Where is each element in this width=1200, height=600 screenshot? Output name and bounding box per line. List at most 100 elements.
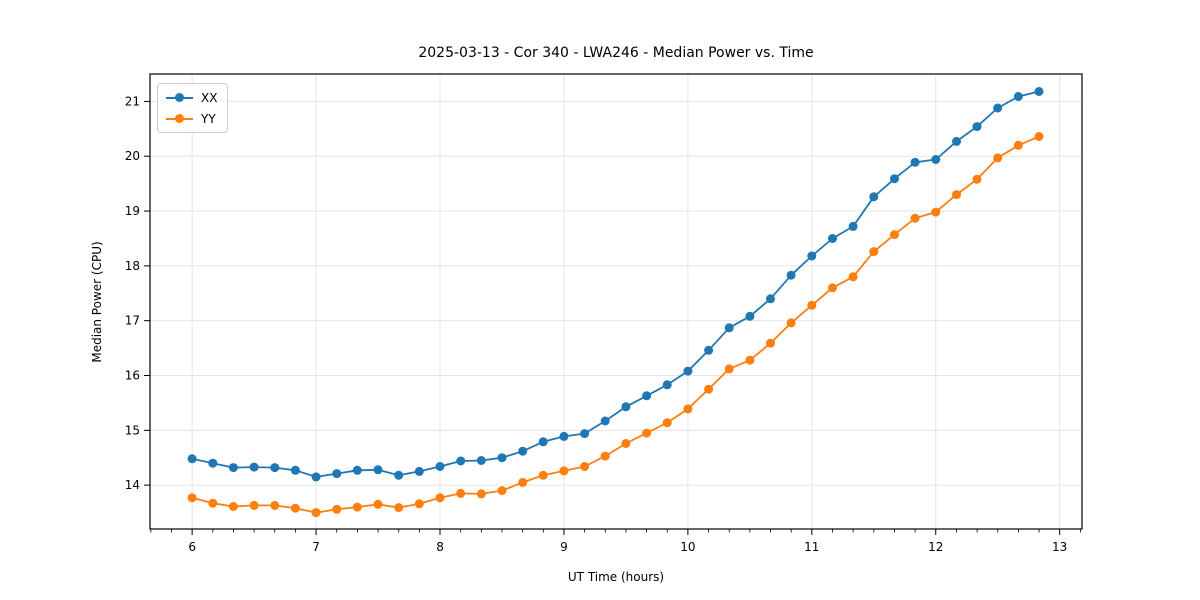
- legend-label-xx: XX: [201, 90, 218, 105]
- x-tick-label: 6: [188, 540, 196, 554]
- data-point-yy: [972, 174, 982, 184]
- legend-marker-yy-icon: [166, 114, 193, 123]
- series-line-yy: [191, 135, 1040, 514]
- data-point-xx: [704, 345, 714, 355]
- y-tick-label: 18: [125, 259, 140, 273]
- data-point-xx: [414, 466, 424, 476]
- data-point-xx: [1013, 92, 1023, 101]
- data-point-yy: [807, 300, 817, 310]
- data-point-xx: [786, 270, 796, 280]
- data-point-xx: [890, 174, 899, 184]
- data-point-yy: [621, 439, 631, 448]
- data-point-xx: [993, 103, 1003, 113]
- data-point-xx: [249, 462, 259, 472]
- data-point-xx: [352, 465, 362, 475]
- data-point-yy: [745, 355, 755, 365]
- data-point-xx: [972, 122, 982, 132]
- legend-label-yy: YY: [201, 111, 216, 126]
- y-tick-label: 15: [125, 423, 140, 437]
- data-point-xx: [394, 470, 404, 480]
- data-point-yy: [580, 462, 590, 471]
- data-point-xx: [435, 462, 445, 471]
- data-point-xx: [228, 463, 238, 473]
- data-point-yy: [228, 502, 238, 511]
- data-point-xx: [952, 136, 961, 146]
- data-point-xx: [373, 465, 383, 475]
- data-point-xx: [600, 416, 610, 426]
- x-tick-label: 12: [928, 540, 943, 554]
- x-tick-label: 8: [436, 540, 444, 554]
- data-point-yy: [311, 508, 321, 518]
- data-point-yy: [559, 466, 569, 476]
- data-point-yy: [249, 500, 259, 510]
- data-point-xx: [807, 251, 817, 261]
- data-point-yy: [869, 247, 879, 257]
- data-point-xx: [476, 456, 486, 465]
- data-point-yy: [642, 428, 652, 438]
- legend-entry-xx: XX: [166, 89, 217, 106]
- data-point-yy: [352, 502, 362, 512]
- data-point-yy: [724, 364, 734, 374]
- data-point-xx: [869, 192, 879, 202]
- data-point-yy: [270, 500, 280, 510]
- data-point-xx: [848, 221, 858, 231]
- data-point-xx: [456, 456, 466, 466]
- data-point-xx: [187, 454, 197, 464]
- data-point-yy: [786, 318, 796, 328]
- data-point-yy: [828, 283, 837, 293]
- x-tick-label: 9: [560, 540, 568, 554]
- data-point-yy: [538, 470, 548, 480]
- data-point-yy: [187, 493, 197, 503]
- data-point-xx: [518, 446, 528, 456]
- data-point-xx: [931, 155, 941, 164]
- data-point-xx: [332, 469, 342, 479]
- data-point-yy: [600, 451, 610, 461]
- data-point-yy: [497, 486, 507, 496]
- data-point-yy: [662, 418, 672, 428]
- data-point-xx: [828, 234, 837, 243]
- data-point-yy: [848, 272, 858, 282]
- data-point-xx: [724, 323, 734, 333]
- data-point-yy: [890, 230, 899, 240]
- y-tick-label: 16: [125, 369, 140, 383]
- x-tick-label: 7: [312, 540, 320, 554]
- x-tick-label: 11: [804, 540, 819, 554]
- legend-entry-yy: YY: [166, 110, 217, 127]
- data-point-xx: [559, 431, 569, 441]
- data-point-yy: [931, 207, 941, 217]
- data-point-yy: [394, 503, 404, 513]
- series-line-xx: [191, 90, 1040, 478]
- data-point-yy: [476, 489, 486, 499]
- y-tick-label: 17: [125, 314, 140, 328]
- data-point-xx: [580, 429, 590, 439]
- data-point-xx: [1034, 87, 1044, 96]
- x-tick-label: 10: [680, 540, 695, 554]
- data-point-yy: [332, 504, 342, 514]
- chart-title: 2025-03-13 - Cor 340 - LWA246 - Median P…: [418, 45, 814, 61]
- legend-marker-xx-icon: [166, 93, 193, 102]
- data-point-xx: [662, 380, 672, 390]
- data-point-yy: [704, 384, 714, 394]
- data-point-yy: [414, 499, 424, 509]
- data-point-yy: [1034, 132, 1044, 141]
- data-point-yy: [683, 404, 693, 414]
- plot-border: [149, 73, 1083, 530]
- y-tick-label: 14: [125, 478, 140, 492]
- data-point-xx: [290, 465, 300, 475]
- data-point-yy: [435, 493, 445, 503]
- data-point-xx: [766, 294, 775, 304]
- data-point-yy: [1013, 140, 1023, 150]
- data-point-xx: [621, 402, 631, 412]
- y-tick-label: 19: [125, 204, 140, 218]
- legend: XX YY: [157, 83, 229, 133]
- x-tick-label: 13: [1052, 540, 1067, 554]
- data-point-yy: [290, 503, 300, 513]
- y-tick-label: 20: [125, 149, 140, 163]
- data-point-yy: [208, 498, 218, 508]
- data-point-xx: [497, 453, 507, 463]
- data-point-xx: [745, 311, 755, 321]
- data-point-xx: [311, 472, 321, 482]
- data-point-yy: [518, 477, 528, 487]
